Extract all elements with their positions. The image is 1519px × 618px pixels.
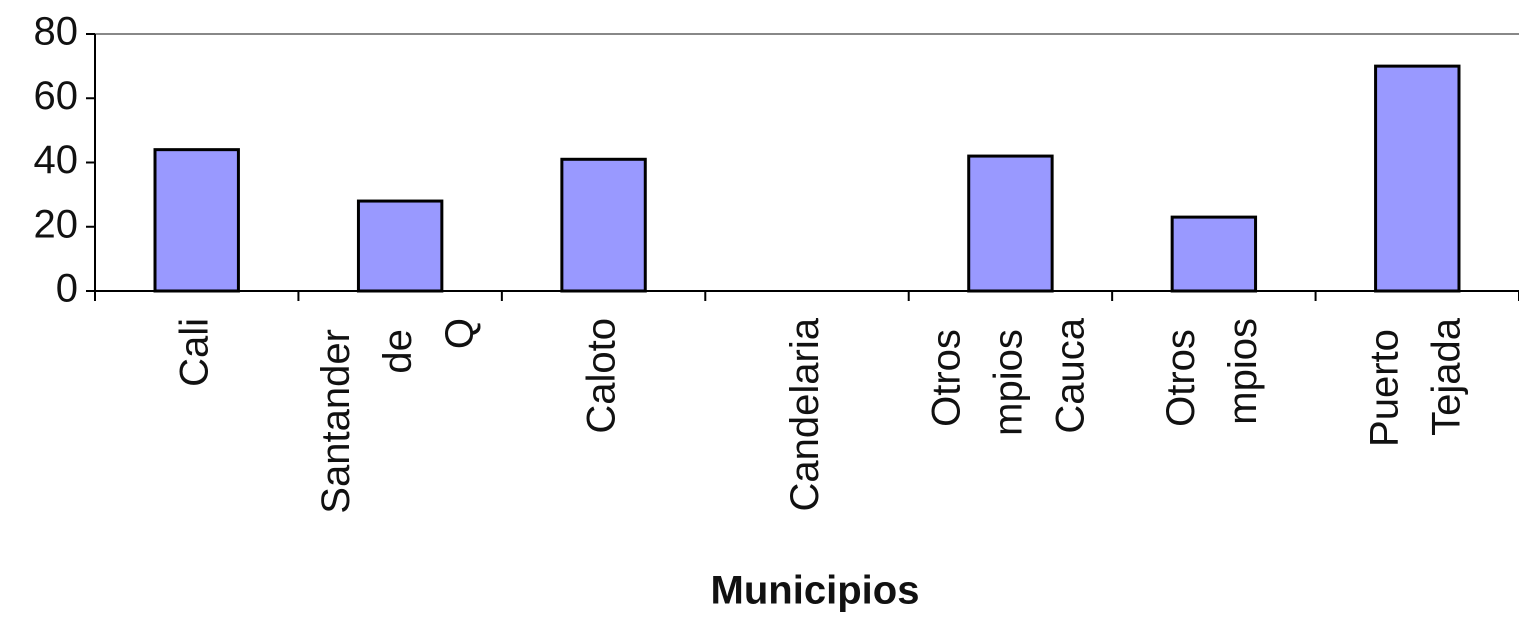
x-tick-label: Otros mpios Cauca	[924, 317, 1092, 436]
x-tick-label: Cali	[172, 318, 216, 387]
y-tick-label: 80	[34, 10, 79, 54]
x-tick-label: Candelaria	[783, 317, 827, 511]
y-tick-label: 0	[56, 267, 78, 311]
bar	[1374, 64, 1461, 293]
y-tick-label: 20	[34, 202, 79, 246]
x-tick-label: Puerto Tejada	[1362, 317, 1468, 447]
y-tick-label: 60	[34, 74, 79, 118]
bar	[153, 148, 240, 293]
x-tick-label: Otros mpios	[1158, 318, 1264, 427]
bar	[560, 157, 647, 293]
x-axis-title: Municipios	[711, 569, 920, 613]
x-tick-label: Santander de Q	[314, 318, 482, 514]
bar	[1170, 215, 1258, 293]
bar	[967, 154, 1054, 293]
bar	[356, 199, 444, 293]
y-tick-label: 40	[34, 138, 79, 182]
x-tick-label: Caloto	[579, 318, 623, 434]
